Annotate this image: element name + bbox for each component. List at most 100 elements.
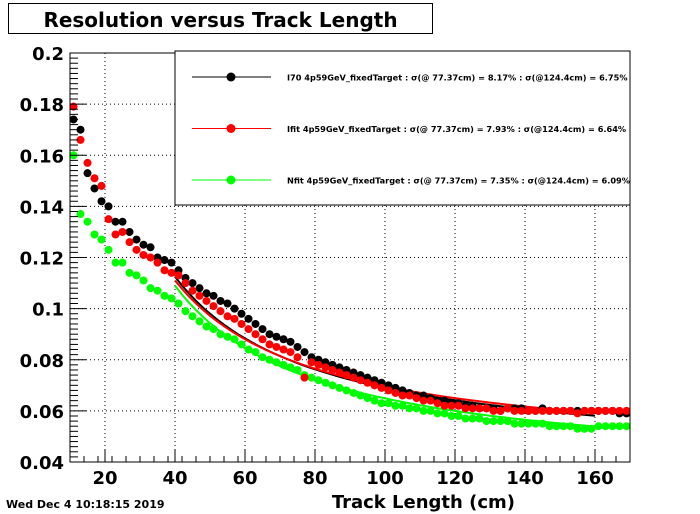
data-point [216,330,225,339]
data-point [125,227,134,236]
data-point [601,406,610,415]
y-tick-label: 0.06 [20,402,64,423]
data-point [573,409,582,418]
data-point [90,174,99,183]
data-point [195,291,204,300]
data-point [433,399,442,408]
data-point [398,391,407,400]
y-tick-label: 0.2 [32,44,64,65]
data-point [503,417,512,426]
data-point [209,325,218,334]
data-point [552,406,561,415]
data-point [356,376,365,385]
data-point [370,381,379,390]
data-point [363,378,372,387]
data-point [496,417,505,426]
data-point [160,291,169,300]
y-tick-label: 0.14 [20,197,64,218]
fit-curve [174,279,596,414]
data-point [188,312,197,321]
data-point [426,406,435,415]
data-point [104,245,113,254]
data-point [552,422,561,431]
data-point [440,409,449,418]
data-point [363,394,372,403]
data-point [174,299,183,308]
data-point [545,422,554,431]
data-point [83,158,92,167]
data-point [342,371,351,380]
x-tick-label: 80 [302,468,327,489]
legend: I70 4p59GeV_fixedTarget : σ(@ 77.37cm) =… [174,50,631,206]
data-point [433,409,442,418]
data-point [468,414,477,423]
data-point [300,348,309,357]
data-point [237,309,246,318]
data-point [118,217,127,226]
data-point [496,406,505,415]
data-point [160,256,169,265]
data-point [153,286,162,295]
data-point [69,102,78,111]
y-tick-label: 0.04 [20,453,64,474]
data-point [468,404,477,413]
data-point [608,422,617,431]
data-point [111,230,120,239]
data-point [545,406,554,415]
data-point [377,383,386,392]
data-point [615,422,624,431]
data-point [258,335,267,344]
data-point [146,253,155,262]
data-point [461,414,470,423]
data-point [524,406,533,415]
data-point [139,240,148,249]
data-point [272,358,281,367]
data-point [104,202,113,211]
data-point [328,365,337,374]
data-point [510,419,519,428]
data-point [307,358,316,367]
data-point [216,296,225,305]
y-tick-label: 0.08 [20,351,64,372]
data-point [132,235,141,244]
data-point [307,373,316,382]
data-point [300,373,309,382]
data-point [489,406,498,415]
data-point [139,276,148,285]
y-tick-label: 0.12 [20,249,64,270]
title-box: Resolution versus Track Length [8,3,433,34]
data-point [566,422,575,431]
data-point [251,348,260,357]
data-point [230,314,239,323]
data-point [146,284,155,293]
data-point [286,363,295,372]
data-point [286,337,295,346]
data-point [181,279,190,288]
data-point [146,243,155,252]
data-point [335,383,344,392]
data-point [293,365,302,374]
legend-marker [226,124,236,133]
y-tick-label: 0.18 [20,95,64,116]
legend-entry: I70 4p59GeV_fixedTarget : σ(@ 77.37cm) =… [287,73,628,83]
data-point [76,210,85,219]
data-point [412,394,421,403]
data-point [237,319,246,328]
data-point [76,125,85,134]
data-point [188,286,197,295]
data-point [195,284,204,293]
data-point [384,386,393,395]
data-point [244,325,253,334]
data-point [587,424,596,433]
data-point [167,268,176,277]
data-point [538,419,547,428]
data-point [209,291,218,300]
data-point [202,296,211,305]
legend-marker [226,175,236,185]
data-point [447,411,456,420]
data-point [475,414,484,423]
data-point [76,135,85,144]
data-point [97,235,106,244]
data-point [615,406,624,415]
data-point [594,406,603,415]
